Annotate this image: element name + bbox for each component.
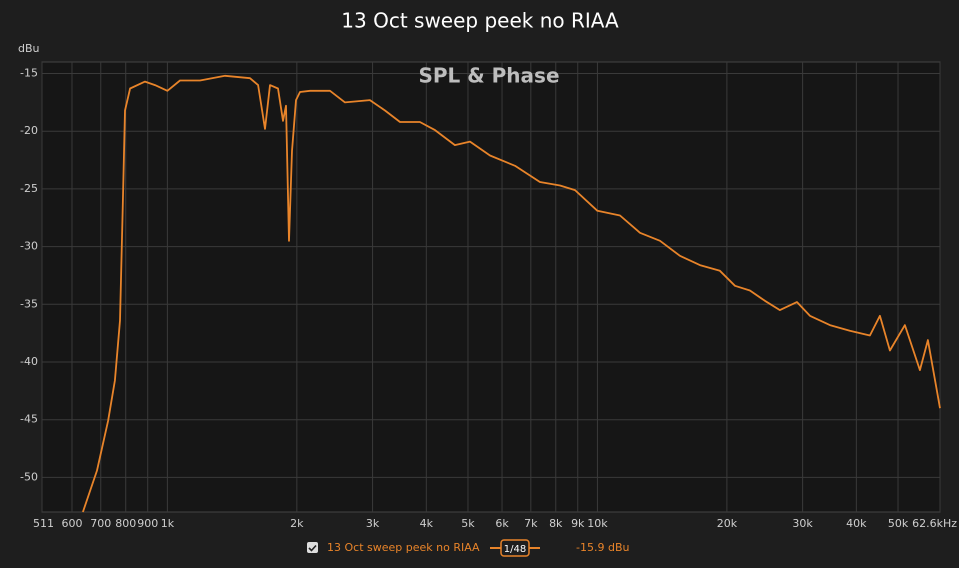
y-tick-label: -50 — [20, 470, 38, 483]
x-tick-label: 900 — [137, 517, 158, 530]
x-tick-label: 50k — [888, 517, 909, 530]
x-tick-label: 7k — [524, 517, 538, 530]
y-axis-label: dBu — [18, 42, 40, 55]
x-tick-label: 40k — [846, 517, 867, 530]
x-tick-label: 20k — [717, 517, 738, 530]
smoothing-box[interactable] — [500, 539, 530, 557]
y-tick-label: -35 — [20, 297, 38, 310]
chart-title: 13 Oct sweep peek no RIAA — [341, 9, 619, 33]
x-tick-label: 9k — [571, 517, 585, 530]
x-tick-label: 3k — [366, 517, 380, 530]
series-group — [82, 74, 941, 513]
x-tick-label: 8k — [549, 517, 563, 530]
cursor-readout: -15.9 dBu — [576, 541, 629, 554]
watermark: SPL & Phase — [418, 64, 559, 88]
legend-label[interactable]: 13 Oct sweep peek no RIAA — [327, 541, 480, 554]
x-tick-label: 10k — [587, 517, 608, 530]
x-tick-label: 2k — [290, 517, 304, 530]
smoothing-label: 1/48 — [504, 544, 526, 555]
x-tick-label: 30k — [792, 517, 813, 530]
legend-checkbox[interactable] — [307, 542, 318, 553]
x-tick-label: 700 — [90, 517, 111, 530]
y-tick-label: -30 — [20, 240, 38, 253]
x-tick-label: 6k — [495, 517, 509, 530]
check-mark — [308, 544, 317, 552]
grid — [41, 62, 941, 512]
y-tick-label: -20 — [20, 124, 38, 137]
x-tick-label: 1k — [161, 517, 175, 530]
series-line — [82, 74, 941, 513]
y-tick-label: -40 — [20, 355, 38, 368]
y-tick-label: -45 — [20, 413, 38, 426]
y-tick-label: -15 — [20, 67, 38, 80]
x-tick-label: 4k — [420, 517, 434, 530]
x-tick-label: 5k — [461, 517, 475, 530]
x-tick-label: 800 — [115, 517, 136, 530]
x-tick-label: 600 — [61, 517, 82, 530]
x-tick-label: 62.6kHz — [912, 517, 957, 530]
y-tick-label: -25 — [20, 182, 38, 195]
x-tick-label: 511 — [33, 517, 54, 530]
plot-area — [41, 61, 941, 513]
